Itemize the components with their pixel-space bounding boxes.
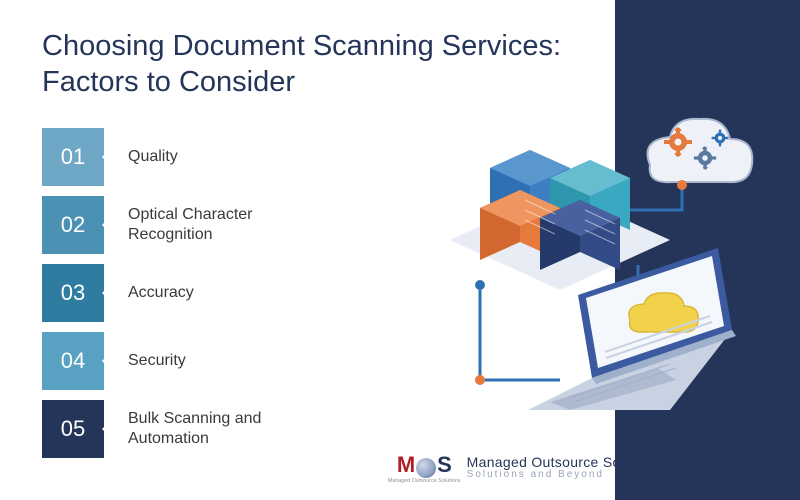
item-number: 05 xyxy=(42,400,104,458)
brand-name: Managed Outsource Solutions xyxy=(467,455,663,470)
logo-letter: M xyxy=(397,452,415,478)
list-item: 03 Accuracy xyxy=(42,264,352,322)
notch-icon xyxy=(102,351,112,371)
brand-tagline: Solutions and Beyond xyxy=(467,470,663,481)
item-number: 04 xyxy=(42,332,104,390)
globe-icon xyxy=(416,458,436,478)
list-item: 05 Bulk Scanning and Automation xyxy=(42,400,352,458)
notch-icon xyxy=(102,215,112,235)
item-label: Quality xyxy=(128,147,178,167)
item-label: Accuracy xyxy=(128,283,194,303)
node-dot-icon xyxy=(677,180,687,190)
item-number: 02 xyxy=(42,196,104,254)
page-title: Choosing Document Scanning Services: Fac… xyxy=(42,28,562,101)
logo-subtext: Managed Outsource Solutions xyxy=(388,478,461,484)
illustration xyxy=(420,110,760,430)
list-item: 04 Security xyxy=(42,332,352,390)
cloud-icon xyxy=(648,119,753,182)
item-label: Bulk Scanning and Automation xyxy=(128,409,328,449)
logo-letter: S xyxy=(437,452,452,478)
node-dot-icon xyxy=(475,280,485,290)
item-label: Security xyxy=(128,351,186,371)
node-dot-icon xyxy=(475,375,485,385)
item-label: Optical Character Recognition xyxy=(128,205,328,245)
item-number: 03 xyxy=(42,264,104,322)
factor-list: 01 Quality 02 Optical Character Recognit… xyxy=(42,128,352,468)
connector-line xyxy=(630,185,682,210)
logo-mark: M S xyxy=(397,452,452,478)
notch-icon xyxy=(102,147,112,167)
connector-line xyxy=(480,285,560,380)
brand-logo: M S Managed Outsource Solutions Managed … xyxy=(388,452,663,484)
notch-icon xyxy=(102,419,112,439)
notch-icon xyxy=(102,283,112,303)
list-item: 01 Quality xyxy=(42,128,352,186)
list-item: 02 Optical Character Recognition xyxy=(42,196,352,254)
item-number: 01 xyxy=(42,128,104,186)
